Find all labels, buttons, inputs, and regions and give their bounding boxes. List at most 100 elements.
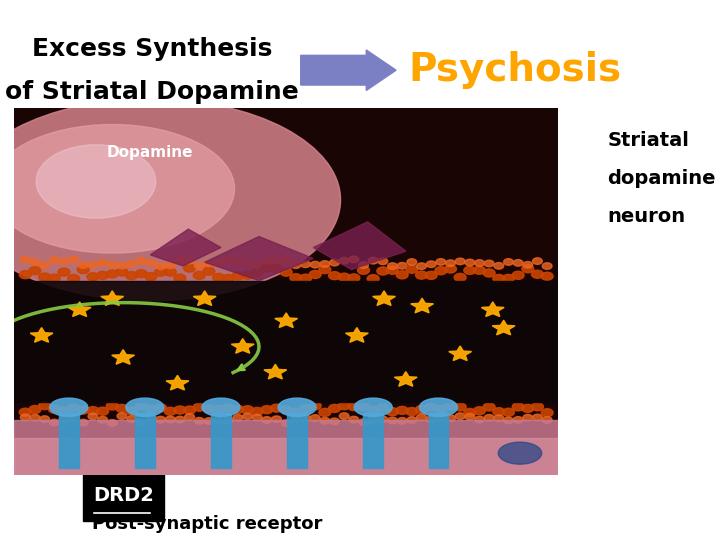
Polygon shape bbox=[492, 320, 515, 335]
Ellipse shape bbox=[300, 274, 312, 282]
Ellipse shape bbox=[290, 408, 302, 416]
Ellipse shape bbox=[252, 414, 262, 421]
Ellipse shape bbox=[78, 262, 88, 268]
Ellipse shape bbox=[426, 271, 437, 279]
Ellipse shape bbox=[444, 265, 456, 273]
Ellipse shape bbox=[531, 403, 544, 411]
Ellipse shape bbox=[310, 261, 320, 268]
Ellipse shape bbox=[194, 262, 204, 269]
Ellipse shape bbox=[146, 414, 156, 421]
FancyArrow shape bbox=[301, 50, 396, 90]
Ellipse shape bbox=[436, 414, 446, 421]
Ellipse shape bbox=[29, 267, 41, 275]
Ellipse shape bbox=[116, 268, 128, 276]
Ellipse shape bbox=[465, 413, 474, 420]
Ellipse shape bbox=[348, 274, 360, 282]
Ellipse shape bbox=[426, 261, 436, 267]
Polygon shape bbox=[30, 328, 53, 342]
Ellipse shape bbox=[96, 272, 109, 279]
Ellipse shape bbox=[474, 407, 485, 415]
Text: Striatal: Striatal bbox=[608, 131, 690, 150]
Ellipse shape bbox=[397, 417, 407, 424]
Ellipse shape bbox=[369, 258, 378, 264]
Ellipse shape bbox=[290, 274, 302, 282]
Ellipse shape bbox=[387, 408, 398, 416]
Ellipse shape bbox=[512, 403, 524, 411]
Ellipse shape bbox=[242, 271, 253, 279]
Ellipse shape bbox=[166, 262, 175, 269]
Ellipse shape bbox=[222, 274, 234, 282]
Ellipse shape bbox=[155, 404, 166, 412]
Ellipse shape bbox=[328, 404, 341, 413]
Polygon shape bbox=[112, 349, 135, 364]
Ellipse shape bbox=[166, 416, 175, 423]
Ellipse shape bbox=[310, 415, 320, 421]
Ellipse shape bbox=[271, 265, 282, 273]
Ellipse shape bbox=[36, 145, 156, 218]
Polygon shape bbox=[410, 298, 433, 313]
Ellipse shape bbox=[156, 416, 166, 423]
Ellipse shape bbox=[184, 406, 196, 414]
Ellipse shape bbox=[407, 259, 417, 265]
Ellipse shape bbox=[474, 266, 485, 274]
Ellipse shape bbox=[127, 261, 137, 267]
Ellipse shape bbox=[446, 415, 455, 421]
Ellipse shape bbox=[387, 266, 398, 274]
Ellipse shape bbox=[184, 414, 194, 420]
Ellipse shape bbox=[30, 259, 40, 266]
Ellipse shape bbox=[512, 271, 524, 279]
Polygon shape bbox=[101, 291, 124, 306]
Ellipse shape bbox=[291, 262, 301, 268]
Ellipse shape bbox=[243, 260, 253, 266]
Ellipse shape bbox=[39, 402, 50, 410]
Ellipse shape bbox=[330, 259, 339, 266]
Ellipse shape bbox=[48, 274, 60, 282]
Polygon shape bbox=[264, 364, 287, 379]
Ellipse shape bbox=[407, 417, 417, 423]
FancyBboxPatch shape bbox=[84, 472, 163, 521]
Ellipse shape bbox=[40, 416, 50, 422]
Ellipse shape bbox=[282, 256, 291, 263]
Ellipse shape bbox=[309, 402, 321, 410]
Ellipse shape bbox=[87, 273, 99, 281]
Ellipse shape bbox=[397, 262, 407, 269]
Ellipse shape bbox=[214, 260, 223, 266]
Ellipse shape bbox=[358, 266, 369, 274]
Ellipse shape bbox=[212, 273, 225, 281]
Ellipse shape bbox=[541, 409, 553, 417]
Ellipse shape bbox=[328, 272, 341, 280]
Ellipse shape bbox=[533, 258, 542, 265]
Ellipse shape bbox=[107, 420, 117, 426]
Ellipse shape bbox=[223, 256, 233, 264]
Polygon shape bbox=[313, 222, 406, 269]
Ellipse shape bbox=[483, 403, 495, 411]
Ellipse shape bbox=[107, 270, 118, 278]
Ellipse shape bbox=[68, 414, 78, 421]
Ellipse shape bbox=[127, 416, 137, 422]
Ellipse shape bbox=[523, 414, 533, 421]
Ellipse shape bbox=[20, 256, 30, 263]
Ellipse shape bbox=[435, 267, 447, 275]
Ellipse shape bbox=[145, 273, 157, 281]
Bar bbox=[364, 413, 383, 468]
Ellipse shape bbox=[483, 269, 495, 277]
Ellipse shape bbox=[125, 272, 138, 280]
Ellipse shape bbox=[339, 258, 349, 264]
Ellipse shape bbox=[282, 420, 291, 427]
Ellipse shape bbox=[107, 402, 118, 410]
Ellipse shape bbox=[396, 407, 408, 414]
Polygon shape bbox=[231, 339, 254, 353]
Ellipse shape bbox=[174, 274, 186, 282]
Ellipse shape bbox=[485, 260, 494, 267]
Ellipse shape bbox=[252, 262, 262, 268]
Ellipse shape bbox=[474, 416, 485, 423]
Ellipse shape bbox=[494, 415, 504, 422]
Ellipse shape bbox=[48, 405, 60, 413]
Bar bbox=[59, 413, 78, 468]
Ellipse shape bbox=[58, 268, 70, 276]
Ellipse shape bbox=[319, 408, 330, 416]
Text: DRD2: DRD2 bbox=[94, 486, 154, 505]
Ellipse shape bbox=[377, 403, 389, 411]
Ellipse shape bbox=[223, 417, 233, 424]
Ellipse shape bbox=[59, 416, 69, 423]
